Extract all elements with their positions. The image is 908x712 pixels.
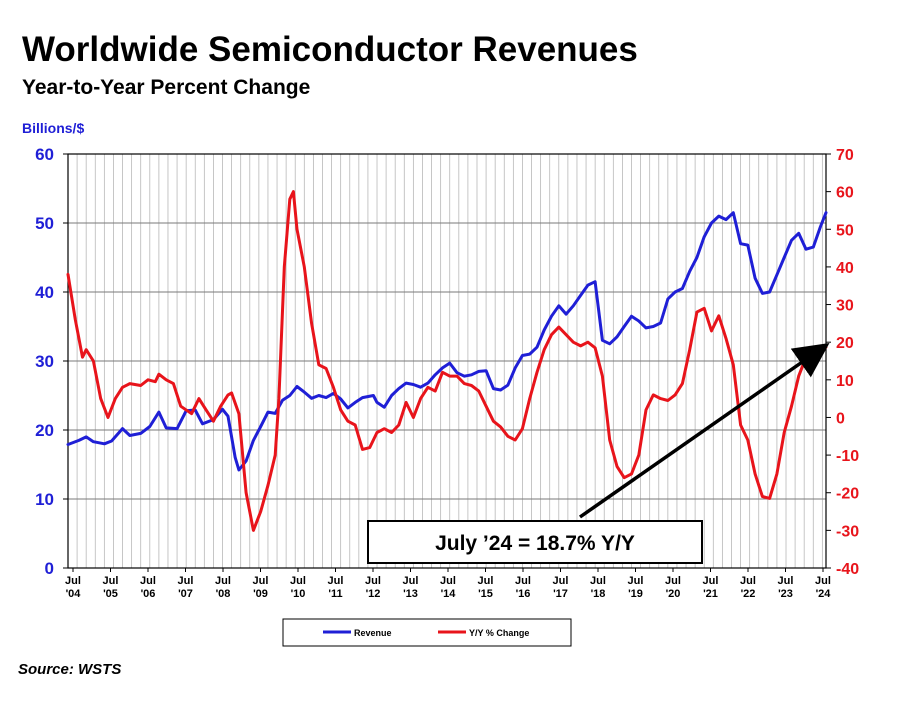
- legend: Revenue Y/Y % Change: [282, 618, 572, 647]
- right-axis-tick-label: 20: [836, 335, 854, 352]
- right-axis-tick-label: 40: [836, 260, 854, 277]
- left-axis-unit-label: Billions/$: [22, 120, 85, 136]
- x-axis-tick-label-year: '08: [216, 588, 231, 600]
- chart-title: Worldwide Semiconductor Revenues: [22, 30, 638, 69]
- chart-subtitle: Year-to-Year Percent Change: [22, 76, 311, 99]
- left-axis-tick-label: 50: [35, 214, 54, 233]
- x-axis-tick-label-month: Jul: [778, 575, 794, 587]
- x-axis-tick-label-month: Jul: [253, 575, 269, 587]
- x-axis-tick-label-year: '18: [591, 588, 606, 600]
- x-axis-tick-label-month: Jul: [665, 575, 681, 587]
- x-axis-tick-label-month: Jul: [328, 575, 344, 587]
- x-axis-tick-label-month: Jul: [290, 575, 306, 587]
- x-axis-tick-label-year: '11: [328, 588, 342, 600]
- x-axis-tick-label-month: Jul: [65, 575, 81, 587]
- x-axis-tick-label-month: Jul: [365, 575, 381, 587]
- legend-revenue-label: Revenue: [354, 628, 392, 638]
- x-axis-tick-label-month: Jul: [215, 575, 231, 587]
- right-axis-tick-label: 60: [836, 185, 854, 202]
- x-axis-tick-label-month: Jul: [178, 575, 194, 587]
- x-axis-tick-label-year: '15: [478, 588, 493, 600]
- x-axis-tick-label-month: Jul: [628, 575, 644, 587]
- x-axis-tick-label-year: '24: [816, 588, 832, 600]
- x-axis-tick-label-month: Jul: [515, 575, 531, 587]
- x-axis-tick-label-year: '17: [553, 588, 568, 600]
- annotation-arrow: [578, 342, 830, 519]
- x-axis-tick-label-year: '06: [141, 588, 156, 600]
- x-axis-tick-label-year: '04: [66, 588, 82, 600]
- x-axis-tick-label-year: '09: [253, 588, 268, 600]
- x-axis-tick-label-year: '12: [366, 588, 381, 600]
- right-axis-tick-label: 0: [836, 410, 845, 427]
- x-axis-tick-label-month: Jul: [815, 575, 831, 587]
- x-axis-tick-label-year: '05: [103, 588, 118, 600]
- right-axis-tick-label: 30: [836, 298, 854, 315]
- x-axis-tick-label-month: Jul: [553, 575, 569, 587]
- left-axis-tick-label: 20: [35, 421, 54, 440]
- x-axis-tick-label-month: Jul: [403, 575, 419, 587]
- right-axis-tick-label: 70: [836, 147, 854, 164]
- data-series: [66, 190, 828, 532]
- left-axis-tick-label: 60: [35, 145, 54, 164]
- left-axis-tick-label: 40: [35, 283, 54, 302]
- x-axis-tick-label-year: '07: [178, 588, 193, 600]
- x-axis-tick-label-month: Jul: [590, 575, 606, 587]
- right-axis-tick-label: 10: [836, 373, 854, 390]
- right-axis-tick-label: -10: [836, 448, 859, 465]
- right-axis-tick-label: -20: [836, 486, 859, 503]
- x-axis-tick-label-year: '20: [666, 588, 681, 600]
- x-axis-tick-label-month: Jul: [140, 575, 156, 587]
- revenue-series-line: [66, 211, 828, 472]
- x-axis-tick-label-year: '14: [441, 588, 457, 600]
- annotation: July ’24 = 18.7% Y/Y: [367, 342, 830, 564]
- right-axis-tick-label: -30: [836, 523, 859, 540]
- x-axis-tick-label-year: '19: [628, 588, 643, 600]
- x-axis-tick-label-month: Jul: [478, 575, 494, 587]
- right-axis-tick-label: 50: [836, 222, 854, 239]
- x-axis-tick-label-year: '10: [291, 588, 306, 600]
- x-axis-tick-label-month: Jul: [440, 575, 456, 587]
- legend-yoy-label: Y/Y % Change: [469, 628, 529, 638]
- annotation-box: [367, 520, 703, 564]
- annotation-text: July ’24 = 18.7% Y/Y: [435, 532, 635, 555]
- x-axis-tick-label-year: '16: [516, 588, 531, 600]
- x-axis-tick-label-month: Jul: [703, 575, 719, 587]
- left-axis-tick-label: 0: [45, 559, 54, 578]
- x-axis-tick-label-year: '13: [403, 588, 418, 600]
- axes: 0 10 20 30 40 50 60 -40 -30 -20 -10 0 10 20 30 40 50 60 70…: [35, 145, 859, 600]
- x-axis-tick-label-year: '22: [741, 588, 756, 600]
- x-axis-tick-label-year: '21: [703, 588, 718, 600]
- left-axis-tick-label: 30: [35, 352, 54, 371]
- x-axis-tick-label-year: '23: [778, 588, 793, 600]
- grid-lines: [67, 153, 826, 569]
- left-axis-tick-label: 10: [35, 490, 54, 509]
- yoy-change-series-line: [66, 190, 828, 532]
- x-axis-tick-label-month: Jul: [103, 575, 119, 587]
- source-note: Source: WSTS: [18, 661, 122, 678]
- right-axis-tick-label: -40: [836, 561, 859, 578]
- x-axis-tick-label-month: Jul: [740, 575, 756, 587]
